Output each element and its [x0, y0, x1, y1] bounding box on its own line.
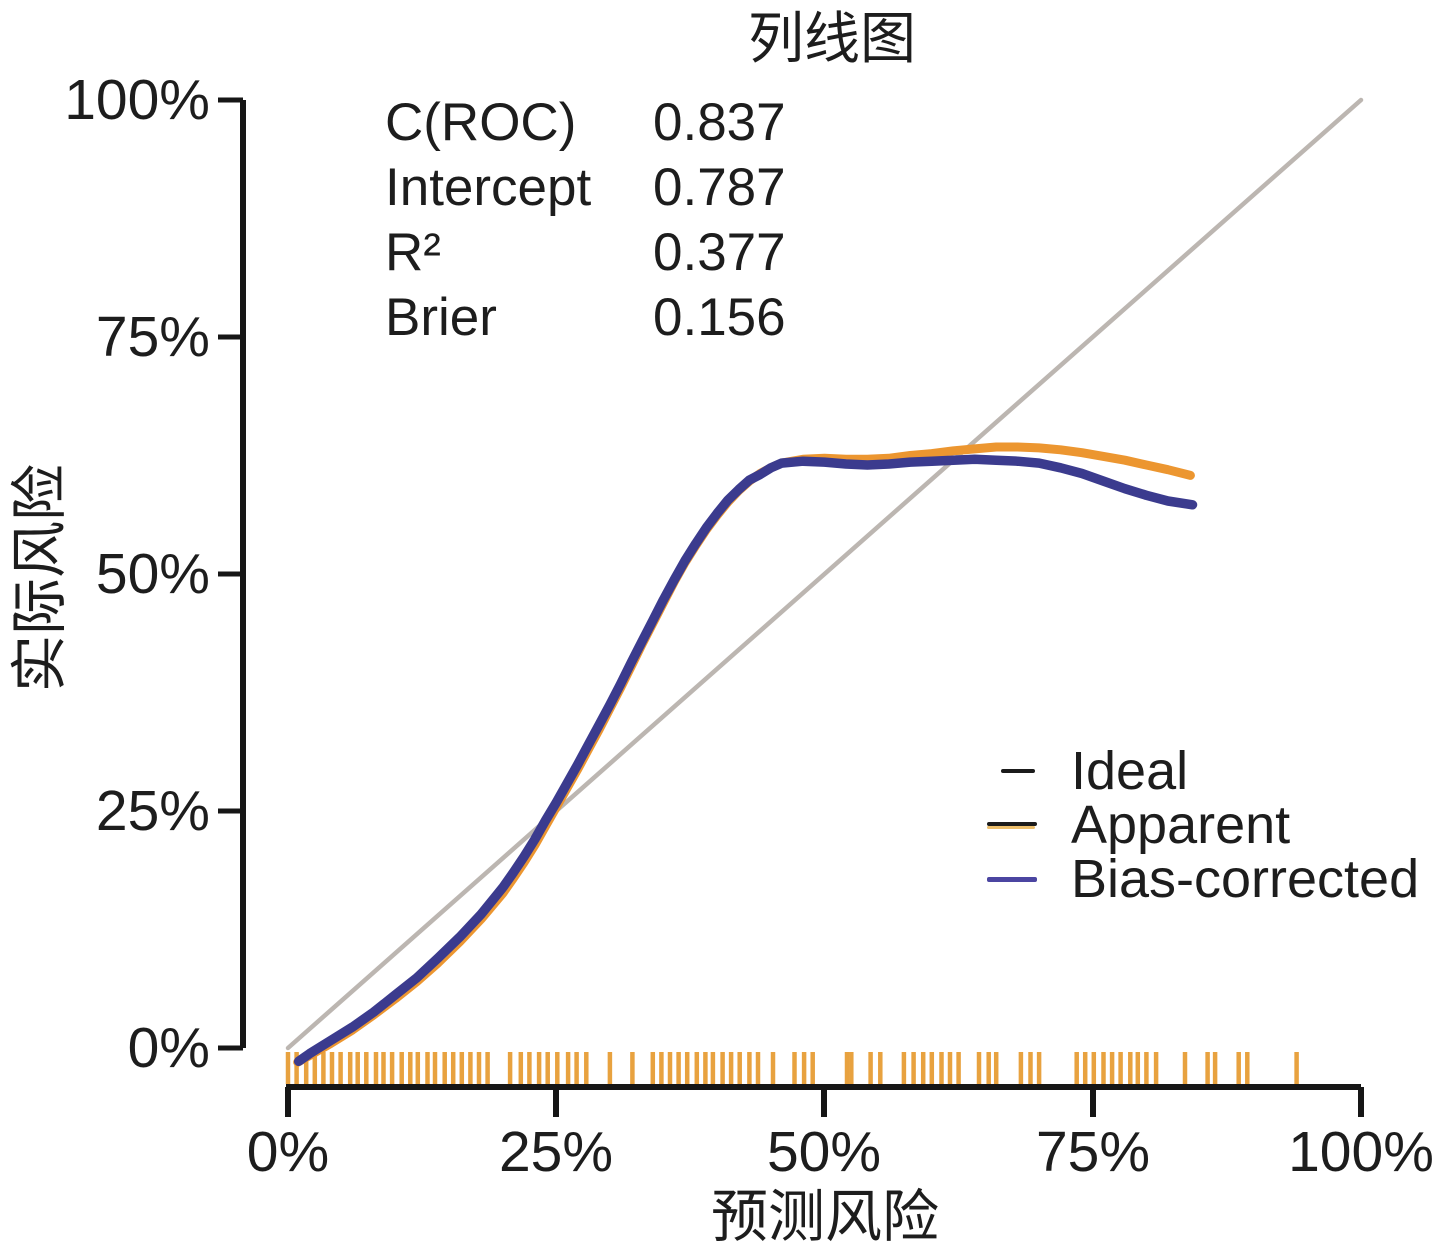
legend-item-bias-corrected: Bias-corrected	[985, 852, 1419, 906]
bias-corrected-curve	[293, 454, 1198, 1067]
chart-title: 列线图	[748, 7, 916, 70]
stat-value: 0.837	[653, 93, 786, 152]
stat-row-brier: Brier 0.156	[385, 285, 786, 350]
x-tick-label-100: 100%	[1288, 1120, 1434, 1184]
legend-label: Bias-corrected	[1071, 849, 1420, 909]
stat-row-croc: C(ROC) 0.837	[385, 90, 786, 155]
legend-item-ideal: Ideal	[985, 744, 1419, 798]
y-tick-label-50: 50%	[95, 542, 210, 606]
ideal-line	[285, 97, 1364, 1051]
stat-label: Intercept	[385, 158, 592, 217]
ideal-line-swatch	[985, 744, 1059, 798]
y-tick-label-100: 100%	[64, 68, 210, 132]
stat-row-intercept: Intercept 0.787	[385, 155, 786, 220]
y-tick-label-0: 0%	[127, 1016, 210, 1080]
apparent-line-swatch	[985, 798, 1059, 852]
stat-value: 0.156	[653, 288, 786, 347]
y-tick-label-25: 25%	[95, 779, 210, 843]
y-axis-ticks	[218, 97, 243, 1051]
x-axis	[285, 1084, 1364, 1117]
y-axis-title: 实际风险	[8, 464, 72, 692]
stat-value: 0.377	[653, 223, 786, 282]
y-tick-label-75: 75%	[95, 305, 210, 369]
stat-label: C(ROC)	[385, 93, 577, 152]
x-axis-title: 预测风险	[711, 1185, 939, 1249]
legend-label: Apparent	[1071, 795, 1291, 855]
stat-value: 0.787	[653, 158, 786, 217]
x-tick-label-25: 25%	[498, 1120, 614, 1184]
legend-item-apparent: Apparent	[985, 798, 1419, 852]
legend-label: Ideal	[1071, 741, 1189, 801]
y-axis	[218, 97, 246, 1051]
stats-block: C(ROC) 0.837 Intercept 0.787 R² 0.377 Br…	[385, 90, 786, 350]
stat-label: R²	[385, 223, 441, 282]
x-tick-label-0: 0%	[246, 1120, 330, 1184]
legend: Ideal Apparent Bias-corrected	[985, 744, 1419, 906]
bias-corrected-line-swatch	[985, 852, 1059, 906]
x-tick-label-50: 50%	[766, 1120, 882, 1184]
x-tick-label-75: 75%	[1035, 1120, 1151, 1184]
stat-label: Brier	[385, 288, 497, 347]
x-axis-ticks	[285, 1087, 1364, 1117]
stat-row-r2: R² 0.377	[385, 220, 786, 285]
rug-marks	[285, 1052, 1299, 1084]
